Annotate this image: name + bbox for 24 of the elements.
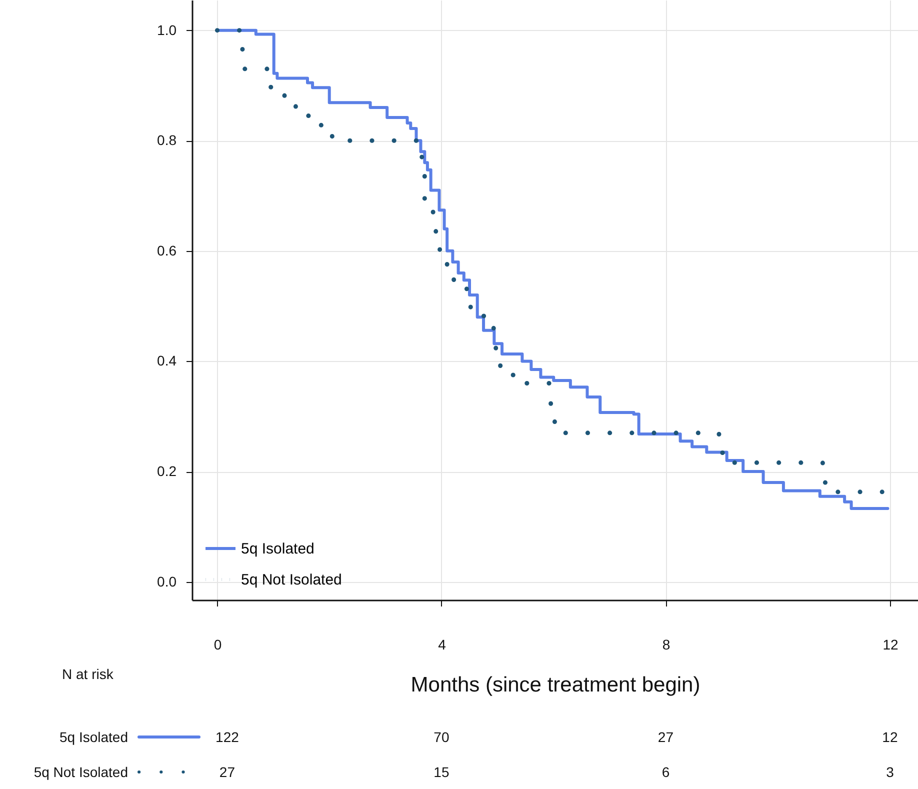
legend-label: 5q Not Isolated bbox=[241, 572, 342, 588]
text: 70 bbox=[434, 729, 450, 745]
text: N at risk bbox=[62, 666, 114, 682]
y-tick-label: 0.0 bbox=[157, 573, 177, 590]
y-tick-label: 0.6 bbox=[157, 242, 177, 258]
text: 6 bbox=[662, 764, 670, 780]
text: 27 bbox=[219, 764, 236, 780]
y-tick-label: 0.2 bbox=[157, 463, 177, 480]
y-tick-label: 0.4 bbox=[157, 352, 177, 369]
x-axis-title: Months (since treatment begin) bbox=[410, 674, 700, 696]
legend-label: 5q Isolated bbox=[241, 540, 314, 558]
x-tick-label: 12 bbox=[882, 636, 898, 652]
text: 5q Not Isolated bbox=[34, 764, 128, 780]
text: 27 bbox=[658, 729, 674, 745]
text: 3 bbox=[886, 764, 894, 780]
x-tick-label: 8 bbox=[662, 636, 670, 652]
x-tick-label: 0 bbox=[214, 636, 222, 652]
text: 5q Isolated bbox=[60, 729, 128, 745]
y-tick-label: 0.8 bbox=[157, 132, 177, 148]
text: 122 bbox=[216, 729, 239, 745]
y-tick-label: 1.0 bbox=[157, 22, 177, 38]
text: 15 bbox=[434, 764, 450, 780]
x-tick-label: 4 bbox=[438, 636, 446, 652]
text: 12 bbox=[882, 729, 898, 745]
